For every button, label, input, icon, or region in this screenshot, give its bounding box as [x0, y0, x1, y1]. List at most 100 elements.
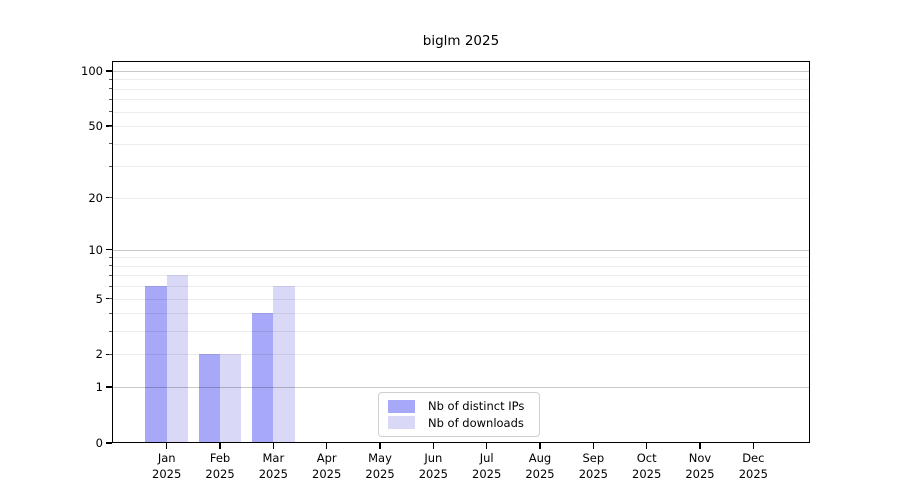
x-tick-label: Mar 2025	[241, 451, 305, 482]
x-tick-year: 2025	[685, 466, 715, 481]
x-tick-month: May	[368, 451, 392, 465]
minor-gridline	[113, 298, 809, 300]
y-minor-tick-mark	[109, 312, 112, 314]
minor-gridline	[113, 275, 809, 277]
legend-entry: Nb of distinct IPs	[388, 398, 530, 414]
x-tick-year: 2025	[258, 466, 288, 481]
minor-gridline	[113, 331, 809, 333]
x-tick-month: Apr	[316, 451, 337, 465]
y-tick-label: 100	[81, 63, 103, 78]
x-tick-year: 2025	[525, 466, 555, 481]
x-tick-month: Dec	[742, 451, 765, 465]
x-tick-label: May 2025	[348, 451, 412, 482]
x-tick-mark	[272, 443, 275, 449]
x-tick-label: Nov 2025	[668, 451, 732, 482]
minor-gridline	[113, 111, 809, 113]
x-tick-month: Oct	[636, 451, 657, 465]
x-tick-label: Feb 2025	[188, 451, 252, 482]
y-minor-tick-mark	[109, 256, 112, 258]
x-tick-month: Nov	[688, 451, 712, 465]
major-gridline	[113, 70, 809, 72]
y-minor-tick-mark	[109, 98, 112, 100]
y-minor-tick-mark	[109, 274, 112, 276]
x-tick-year: 2025	[365, 466, 395, 481]
x-tick-year: 2025	[205, 466, 235, 481]
minor-gridline	[113, 286, 809, 288]
x-tick-label: Sep 2025	[561, 451, 625, 482]
x-tick-year: 2025	[578, 466, 608, 481]
y-minor-tick-mark	[109, 165, 112, 167]
chart-title: biglm 2025	[422, 33, 500, 49]
y-minor-tick-mark	[109, 330, 112, 332]
bar-downloads	[220, 354, 242, 443]
x-tick-year: 2025	[152, 466, 182, 481]
x-tick-mark	[485, 443, 488, 449]
x-tick-month: Aug	[528, 451, 552, 465]
y-tick-mark	[106, 442, 112, 444]
x-tick-month: Jan	[157, 451, 176, 465]
bar-downloads	[166, 275, 188, 443]
x-tick-year: 2025	[632, 466, 662, 481]
x-tick-month: Mar	[262, 451, 285, 465]
y-tick-label: 5	[95, 291, 103, 306]
bar-distinct-ips	[252, 313, 274, 443]
y-minor-tick-mark	[109, 143, 112, 145]
x-tick-mark	[539, 443, 541, 449]
minor-gridline	[113, 265, 809, 267]
y-minor-tick-mark	[109, 197, 112, 199]
x-tick-mark	[325, 443, 328, 449]
minor-gridline	[113, 197, 809, 199]
minor-gridline	[113, 126, 809, 128]
x-tick-mark	[432, 443, 435, 449]
minor-gridline	[113, 257, 809, 259]
legend-label: Nb of downloads	[428, 415, 524, 430]
y-tick-mark	[106, 248, 112, 251]
x-tick-label: Jul 2025	[455, 451, 519, 482]
x-tick-year: 2025	[418, 466, 448, 481]
x-tick-year: 2025	[738, 466, 768, 481]
minor-gridline	[113, 79, 809, 81]
y-minor-tick-mark	[109, 285, 112, 287]
x-tick-month: Jul	[479, 451, 494, 465]
x-tick-label: Aug 2025	[508, 451, 572, 482]
y-minor-tick-mark	[109, 111, 112, 113]
y-minor-tick-mark	[109, 88, 112, 90]
legend-entry: Nb of downloads	[388, 415, 530, 431]
bar-downloads	[273, 286, 295, 443]
legend-swatch	[388, 416, 415, 430]
legend: Nb of distinct IPs Nb of downloads	[378, 392, 540, 437]
x-tick-mark	[165, 443, 168, 449]
minor-gridline	[113, 166, 809, 168]
y-tick-label: 10	[88, 242, 103, 257]
x-tick-mark	[645, 443, 648, 449]
y-tick-mark	[106, 386, 112, 388]
x-tick-label: Oct 2025	[615, 451, 679, 482]
bar-distinct-ips	[198, 354, 221, 443]
x-tick-month: Feb	[209, 451, 231, 465]
x-tick-mark	[219, 443, 221, 449]
x-tick-month: Jun	[424, 451, 443, 465]
x-tick-mark	[592, 443, 595, 449]
y-minor-tick-mark	[109, 125, 112, 127]
x-tick-year: 2025	[472, 466, 502, 481]
x-tick-label: Jan 2025	[135, 451, 199, 482]
y-tick-label: 0	[95, 436, 103, 450]
y-minor-tick-mark	[109, 265, 112, 267]
minor-gridline	[113, 313, 809, 315]
legend-label: Nb of distinct IPs	[428, 399, 525, 414]
y-minor-tick-mark	[109, 353, 112, 355]
y-minor-tick-mark	[109, 78, 112, 80]
x-tick-label: Jun 2025	[401, 451, 465, 482]
y-tick-label: 2	[95, 347, 103, 362]
x-tick-mark	[699, 443, 701, 449]
minor-gridline	[113, 88, 809, 90]
y-tick-label: 1	[95, 380, 103, 395]
x-tick-mark	[379, 443, 381, 449]
major-gridline	[113, 249, 809, 251]
minor-gridline	[113, 99, 809, 101]
y-tick-mark	[106, 70, 112, 72]
x-tick-month: Sep	[582, 451, 605, 465]
x-tick-year: 2025	[312, 466, 342, 481]
x-tick-mark	[752, 443, 755, 449]
